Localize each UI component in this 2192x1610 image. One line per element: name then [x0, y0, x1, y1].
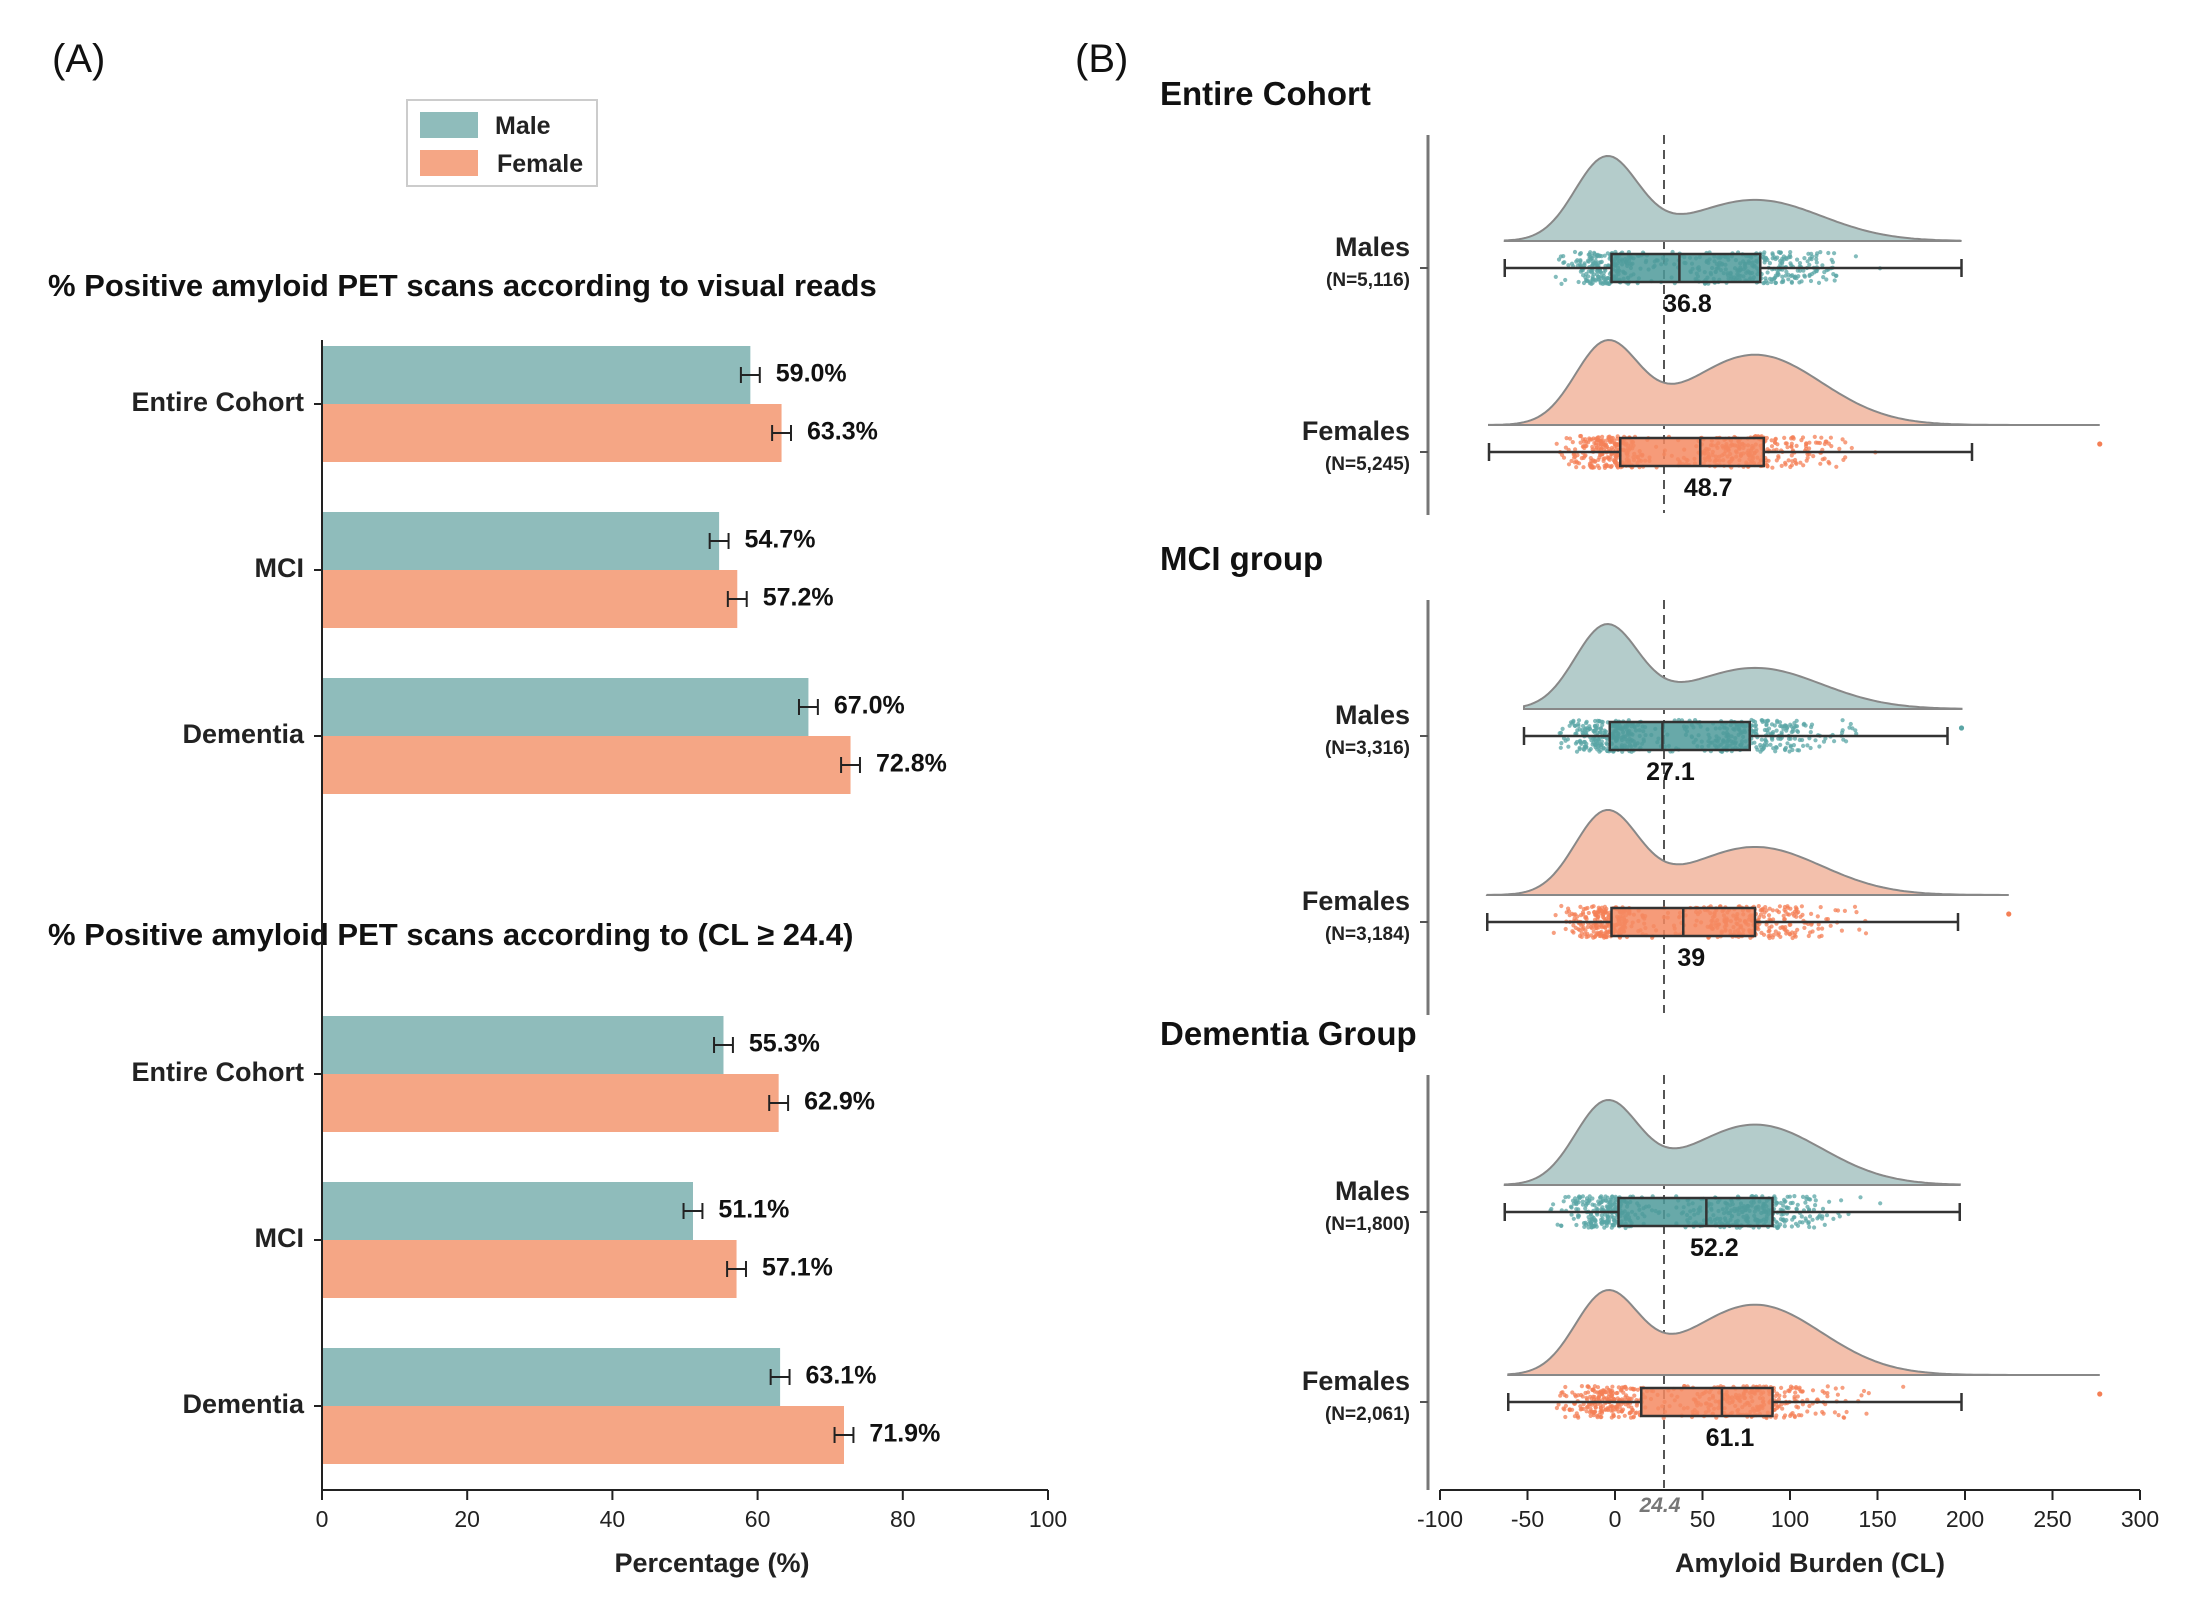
bar-female [322, 1240, 737, 1298]
density-cloud [1503, 1098, 1961, 1186]
row-label: Males [1335, 700, 1410, 730]
x-tick-label: 0 [316, 1506, 329, 1532]
threshold-label: 24.4 [1639, 1494, 1681, 1517]
box [1608, 720, 1751, 752]
density-cloud [1488, 338, 2100, 426]
median-label: 61.1 [1706, 1424, 1755, 1452]
box [1619, 436, 1765, 468]
x-tick-label: 200 [1946, 1506, 1984, 1532]
density-cloud [1507, 1288, 2100, 1376]
category-label: Dementia [182, 719, 305, 749]
outlier-point [2006, 911, 2012, 917]
row-n-label: (N=5,116) [1326, 270, 1410, 291]
median-label: 48.7 [1684, 474, 1733, 502]
bar-value-label: 62.9% [804, 1088, 875, 1116]
bar-value-label: 51.1% [718, 1196, 789, 1224]
legend: Male Female [406, 99, 598, 187]
row-label: Females [1302, 886, 1410, 916]
bar-male [322, 1182, 693, 1240]
x-tick-label: 40 [600, 1506, 626, 1532]
row-n-label: (N=3,316) [1325, 738, 1410, 759]
x-tick-label: 100 [1029, 1506, 1067, 1532]
bar-male [322, 678, 809, 736]
row-label: Males [1335, 232, 1410, 262]
row-label: Females [1302, 416, 1410, 446]
x-tick-label: 20 [454, 1506, 480, 1532]
category-label: MCI [255, 1223, 305, 1253]
bar-value-label: 72.8% [876, 750, 947, 778]
legend-label-male: Male [495, 112, 551, 140]
bar-chart-area: 59.0% 63.3% Entire Cohort 54.7% 57.2% MCI 67.0… [132, 346, 947, 1464]
bar-female [322, 736, 851, 794]
chart-title-cl: % Positive amyloid PET scans according t… [48, 917, 853, 952]
x-tick-label: 80 [890, 1506, 916, 1532]
x-tick-label: -100 [1417, 1506, 1463, 1532]
x-tick-label: 100 [1771, 1506, 1809, 1532]
category-label: Entire Cohort [132, 387, 305, 417]
bar-female [322, 1074, 779, 1132]
bar-value-label: 54.7% [745, 526, 816, 554]
chart-title-visual: % Positive amyloid PET scans according t… [48, 268, 877, 303]
category-label: MCI [255, 553, 305, 583]
group-title: MCI group [1160, 540, 1323, 577]
median-label: 39 [1677, 944, 1705, 972]
x-tick-label: 50 [1690, 1506, 1716, 1532]
row-n-label: (N=2,061) [1325, 1404, 1410, 1425]
box [1617, 1196, 1774, 1228]
x-tick-label: -50 [1511, 1506, 1544, 1532]
bar-male [322, 512, 720, 570]
bar-value-label: 57.1% [762, 1254, 833, 1282]
bar-female [322, 1406, 844, 1464]
x-tick-label: 60 [745, 1506, 771, 1532]
x-axis-amyloid: -100 -50 0 50 100 150 200 250 300 24.4 Amyloid B… [1417, 1489, 2159, 1578]
density-cloud [1523, 622, 1963, 710]
density-cloud [1503, 154, 1962, 242]
outlier-point [2097, 441, 2103, 447]
median-label: 36.8 [1663, 290, 1712, 318]
row-label: Females [1302, 1366, 1410, 1396]
box [1640, 1386, 1774, 1418]
raincloud-area: Entire Cohort 36.8 Males (N=5,116) 48.7 Femal… [1160, 75, 2103, 1490]
bar-value-label: 67.0% [834, 692, 905, 720]
outlier-point [2097, 1391, 2103, 1397]
category-label: Dementia [182, 1389, 305, 1419]
density-cloud [1485, 809, 2009, 896]
bar-value-label: 71.9% [869, 1420, 940, 1448]
bar-male [322, 1016, 724, 1074]
x-axis-label-percentage: Percentage (%) [614, 1548, 809, 1578]
panel-b-label: (B) [1075, 37, 1128, 81]
legend-swatch-female [420, 150, 478, 176]
group-title: Entire Cohort [1160, 75, 1371, 112]
outlier-point [1958, 725, 1965, 731]
median-label: 27.1 [1646, 758, 1695, 786]
bar-value-label: 57.2% [763, 584, 834, 612]
bar-male [322, 346, 751, 404]
bar-female [322, 570, 738, 628]
row-n-label: (N=3,184) [1325, 924, 1410, 945]
bar-value-label: 55.3% [749, 1030, 820, 1058]
x-tick-label: 150 [1858, 1506, 1896, 1532]
x-axis-percentage: 0 20 40 60 80 100 Percentage (%) [316, 340, 1067, 1578]
bar-value-label: 59.0% [776, 360, 847, 388]
legend-label-female: Female [497, 150, 583, 178]
category-label: Entire Cohort [132, 1057, 305, 1087]
x-axis-label-amyloid: Amyloid Burden (CL) [1675, 1548, 1945, 1578]
row-n-label: (N=5,245) [1325, 454, 1410, 475]
bar-value-label: 63.3% [807, 418, 878, 446]
bar-male [322, 1348, 781, 1406]
row-label: Males [1335, 1176, 1410, 1206]
x-tick-label: 0 [1609, 1506, 1622, 1532]
bar-value-label: 63.1% [806, 1362, 877, 1390]
median-label: 52.2 [1690, 1234, 1739, 1262]
group-title: Dementia Group [1160, 1015, 1417, 1052]
legend-swatch-male [420, 112, 478, 138]
x-tick-label: 300 [2121, 1506, 2159, 1532]
box [1610, 252, 1762, 284]
bar-female [322, 404, 782, 462]
x-tick-label: 250 [2033, 1506, 2071, 1532]
row-n-label: (N=1,800) [1325, 1214, 1410, 1235]
panel-a-label: (A) [52, 37, 105, 81]
